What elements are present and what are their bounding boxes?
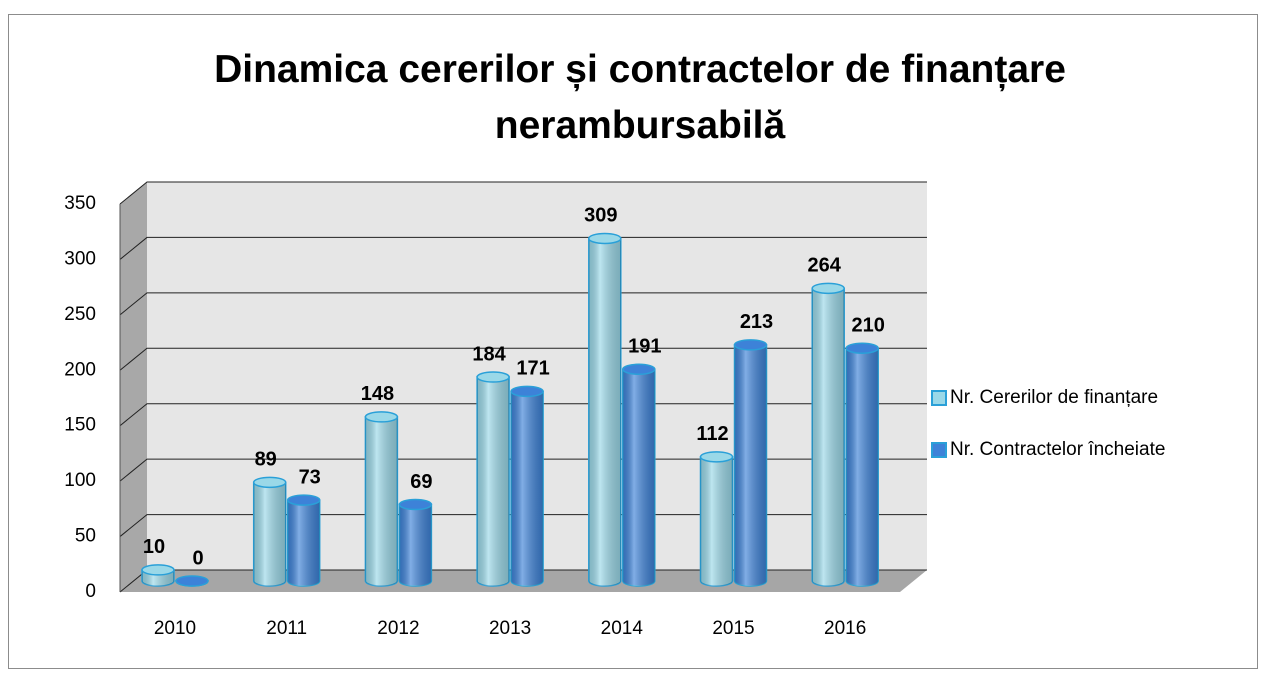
y-tick-label: 250 [64,304,96,325]
grid-line [119,236,927,260]
value-label: 309 [584,205,617,227]
bar-shine [365,416,398,586]
x-tick-label: 2010 [154,618,196,639]
value-label: 184 [472,343,506,365]
x-tick-label: 2016 [824,618,866,639]
bar [733,339,768,587]
grid-line [119,292,927,316]
bar [699,451,734,587]
value-label: 0 [192,547,203,569]
value-label: 73 [299,466,321,488]
value-label: 10 [143,536,165,558]
y-tick-label: 300 [64,248,96,269]
bar-shine [846,348,879,586]
bar-shine [622,369,655,586]
legend-swatch [931,442,947,458]
x-tick-label: 2012 [377,618,419,639]
bar [175,575,209,587]
bar-shine [253,482,286,586]
y-tick-label: 350 [64,193,96,214]
bar-shine [588,238,621,587]
bar-shine [511,391,544,586]
value-label: 210 [852,314,885,336]
bar [510,385,544,587]
bar-top [175,575,209,587]
value-label: 213 [740,311,773,333]
y-tick-label: 0 [85,581,96,602]
bar [252,476,287,587]
bar-top [811,282,845,295]
legend-label: Nr. Contractelor încheiate [950,439,1165,460]
bar [364,411,399,587]
legend-swatch [931,390,947,406]
x-tick-label: 2014 [601,618,644,639]
bar-top [845,342,879,354]
y-tick-label: 200 [64,359,96,380]
bar [622,363,656,587]
bar-shine [287,500,320,586]
bar-shine [700,456,733,586]
bar-top [252,476,287,489]
bar-top [141,564,175,576]
value-label: 171 [516,358,549,380]
bar [476,371,510,587]
bar [845,342,879,587]
chart-title: Dinamica cererilor și contractelor de fi… [214,48,1066,147]
y-tick-label: 100 [64,470,96,491]
grid-line [119,458,927,482]
chart-frame [8,14,1258,669]
bar-shine [734,344,767,586]
grid-line [119,403,927,427]
value-label: 112 [696,423,728,445]
y-tick-label: 150 [64,415,96,436]
x-tick-label: 2011 [266,618,307,639]
value-label: 264 [808,255,842,277]
bar [398,498,433,587]
bar-top [733,339,768,351]
value-label: 69 [410,471,432,493]
grid-line [119,514,927,537]
bar [141,564,175,587]
bar [588,232,622,587]
side-wall [120,182,147,592]
bar-top [588,232,622,245]
bar-top [476,371,510,383]
grid-line [119,347,927,371]
x-tick-label: 2015 [712,618,754,639]
bar-top [510,385,544,398]
value-label: 191 [628,336,661,358]
legend-label: Nr. Cererilor de finanțare [950,387,1158,408]
grid-line [119,181,927,205]
bar-shine [399,504,432,586]
bar [811,282,845,587]
bar [286,494,321,587]
y-tick-label: 50 [75,526,96,547]
bar-top [622,363,656,376]
bar-shine [812,288,845,586]
bar-top [398,498,433,511]
x-tick-label: 2013 [489,618,531,639]
bar-top [699,451,734,463]
bar-top [286,494,321,506]
value-label: 148 [361,383,394,405]
value-label: 89 [255,449,277,471]
bar-shine [477,377,510,586]
bar-top [364,411,399,423]
